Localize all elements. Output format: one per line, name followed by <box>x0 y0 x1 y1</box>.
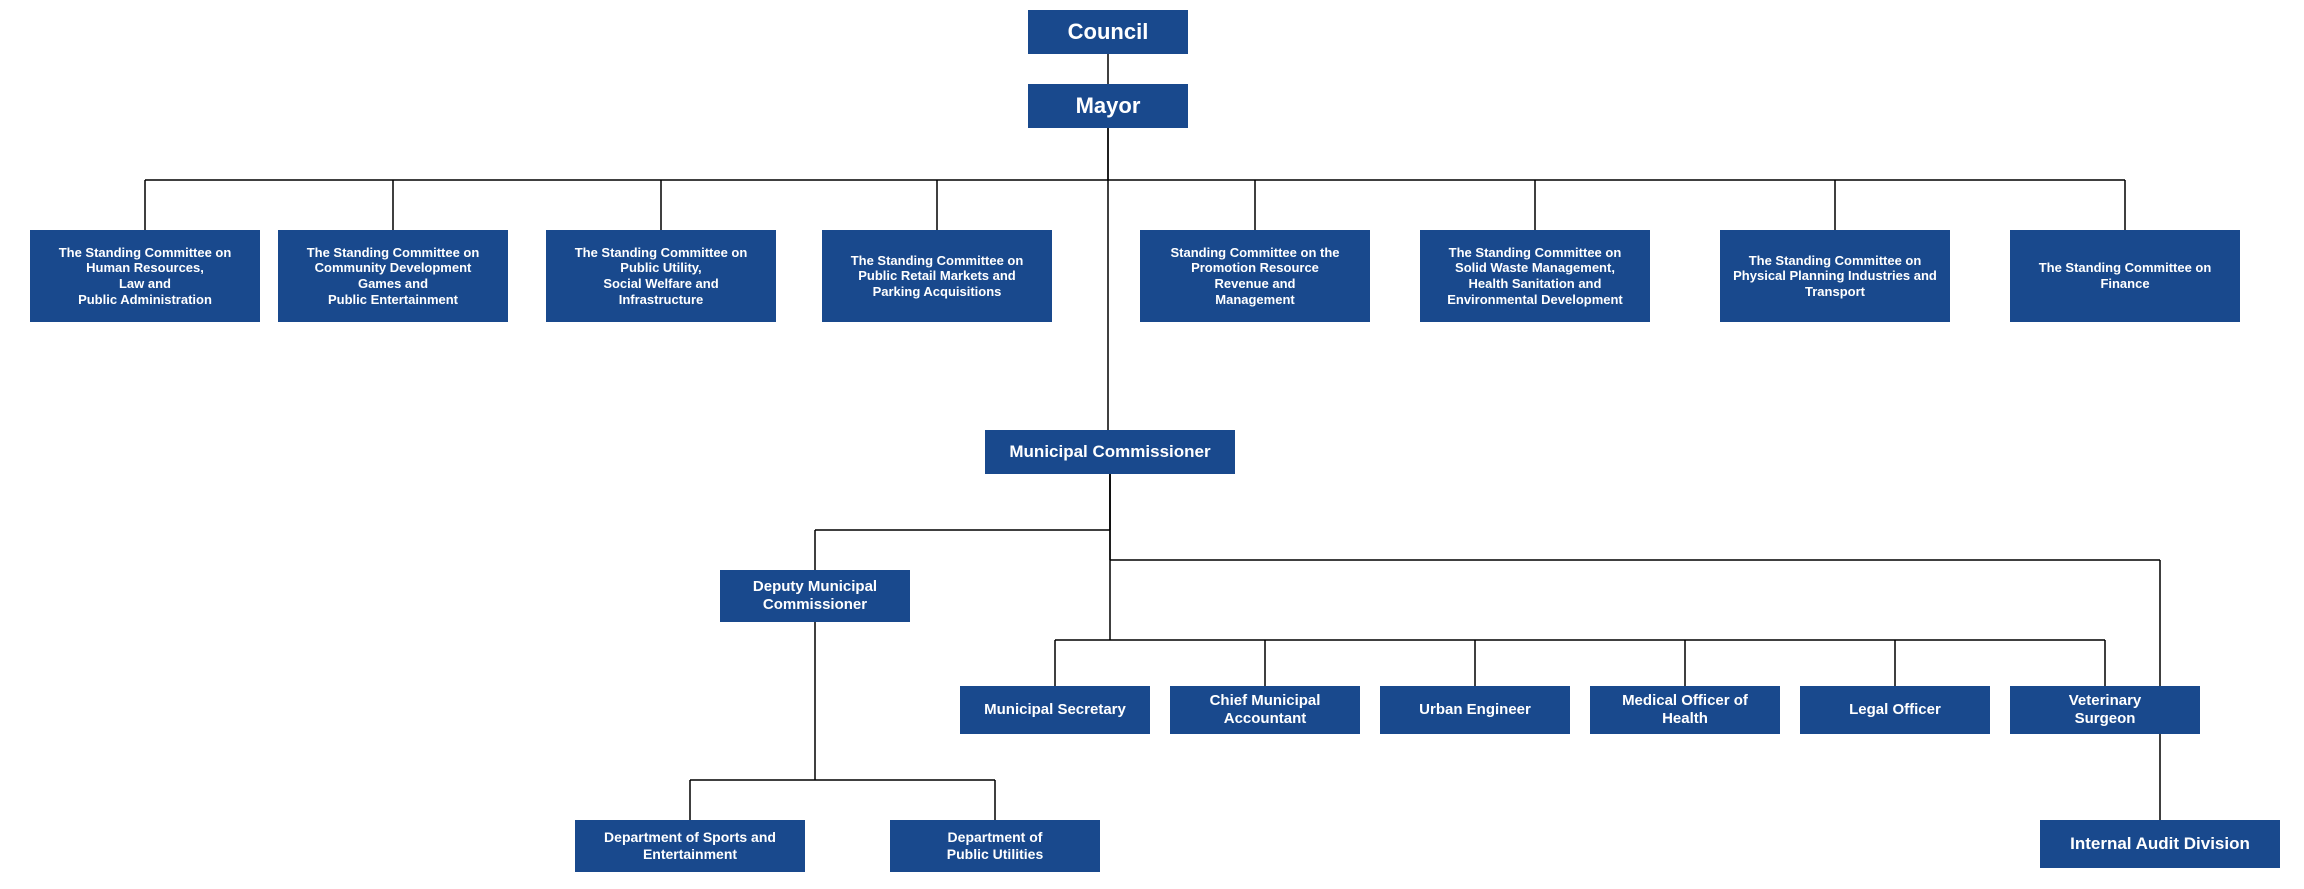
node-cma: Chief Municipal Accountant <box>1170 686 1360 734</box>
node-mayor: Mayor <box>1028 84 1188 128</box>
node-sc_util: The Standing Committee on Public Utility… <box>546 230 776 322</box>
node-dse: Department of Sports and Entertainment <box>575 820 805 872</box>
node-sc_promo: Standing Committee on the Promotion Reso… <box>1140 230 1370 322</box>
node-moh: Medical Officer of Health <box>1590 686 1780 734</box>
node-sc_hr: The Standing Committee on Human Resource… <box>30 230 260 322</box>
node-dmc: Deputy Municipal Commissioner <box>720 570 910 622</box>
node-sc_planning: The Standing Committee on Physical Plann… <box>1720 230 1950 322</box>
node-sc_comm: The Standing Committee on Community Deve… <box>278 230 508 322</box>
node-iad: Internal Audit Division <box>2040 820 2280 868</box>
node-vet: Veterinary Surgeon <box>2010 686 2200 734</box>
node-dpu: Department of Public Utilities <box>890 820 1100 872</box>
node-sc_finance: The Standing Committee on Finance <box>2010 230 2240 322</box>
node-sc_retail: The Standing Committee on Public Retail … <box>822 230 1052 322</box>
org-chart: Council Mayor The Standing Committee on Hu… <box>0 0 2304 889</box>
node-ueng: Urban Engineer <box>1380 686 1570 734</box>
node-sc_waste: The Standing Committee on Solid Waste Ma… <box>1420 230 1650 322</box>
node-council: Council <box>1028 10 1188 54</box>
node-legal: Legal Officer <box>1800 686 1990 734</box>
node-mc: Municipal Commissioner <box>985 430 1235 474</box>
node-msec: Municipal Secretary <box>960 686 1150 734</box>
